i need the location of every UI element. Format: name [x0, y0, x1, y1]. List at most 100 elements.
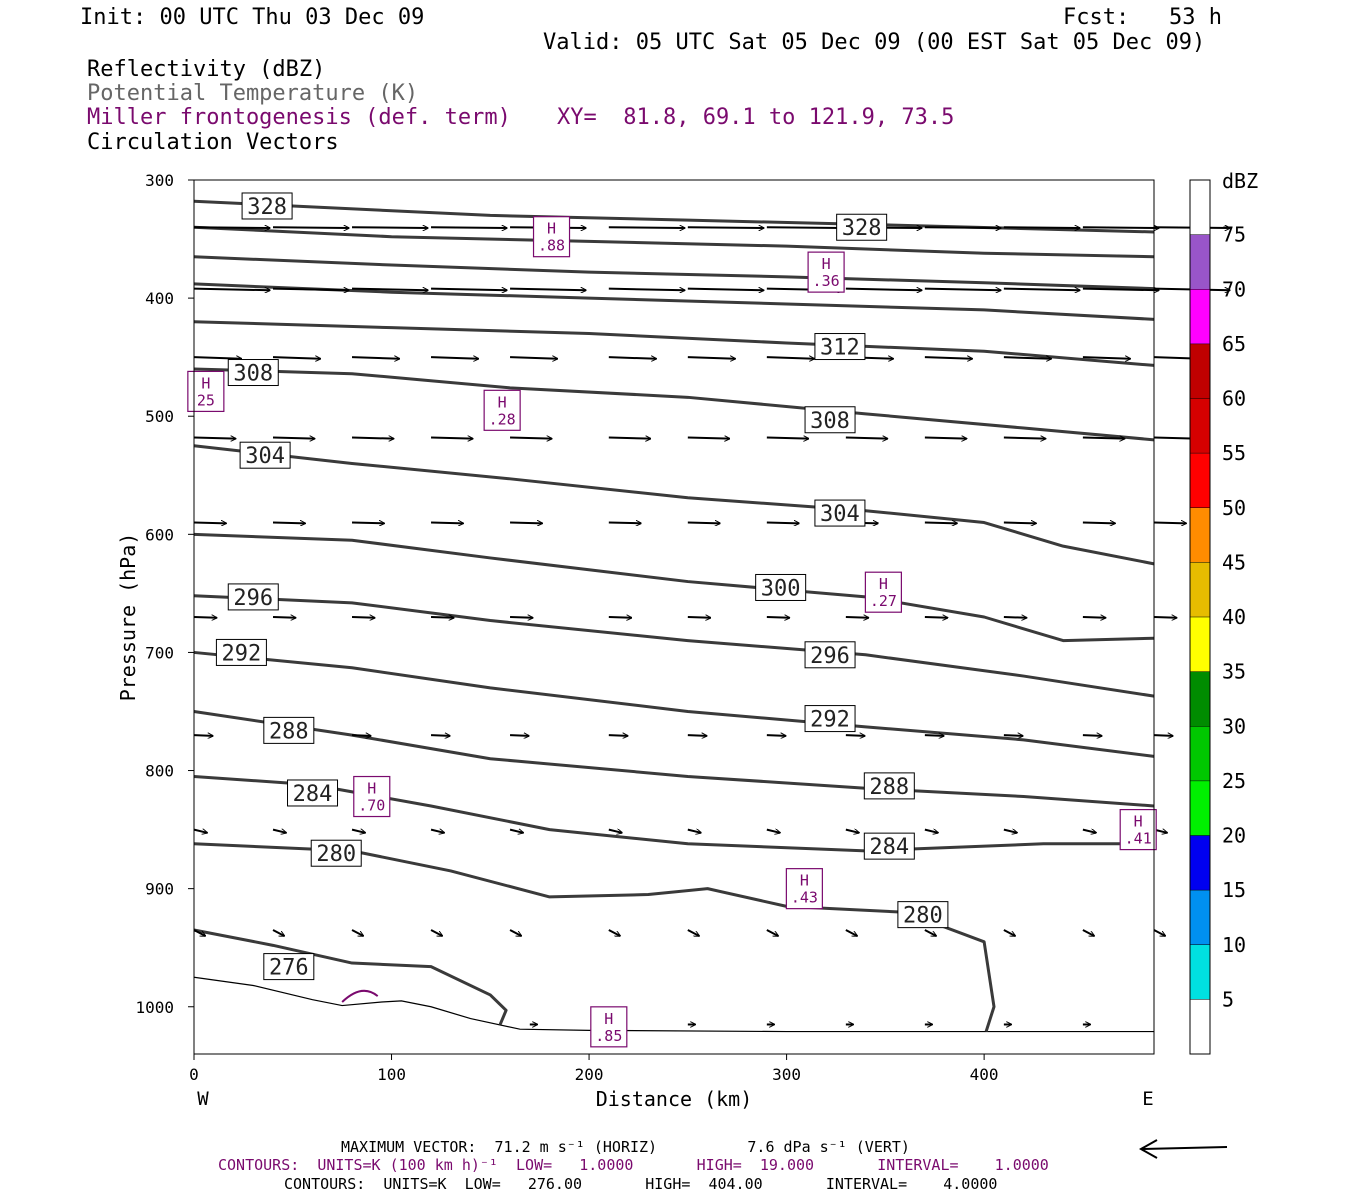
circulation-vector: [510, 357, 558, 359]
fronto-high: H.41: [1119, 808, 1157, 851]
circulation-vector: [1082, 735, 1102, 736]
theta-label-text: 284: [869, 835, 909, 860]
max-vector-note: MAXIMUM VECTOR: 71.2 m s⁻¹ (HORIZ) 7.6 d…: [341, 1138, 910, 1156]
theta-contour-292: [193, 650, 1155, 758]
circulation-vector: [608, 735, 628, 736]
valid-time: Valid: 05 UTC Sat 05 Dec 09 (00 EST Sat …: [543, 30, 1206, 55]
theta-label: 292: [804, 705, 856, 733]
theta-label-box: [804, 705, 856, 733]
circulation-vector: [1082, 929, 1094, 937]
theta-label: 288: [263, 716, 315, 744]
colorbar-level-label: 20: [1222, 824, 1246, 848]
theta-label: 280: [310, 839, 362, 867]
fronto-high: H.70: [353, 775, 391, 818]
theta-contour-320: [193, 255, 1155, 291]
circulation-vector: [687, 437, 730, 438]
colorbar-swatch: [1190, 234, 1210, 290]
theta-label-text: 288: [869, 775, 909, 800]
circulation-vector: [608, 929, 620, 937]
circulation-vector: [1082, 289, 1159, 291]
theta-label-box: [814, 333, 866, 361]
circulation-vector: [608, 830, 622, 833]
circulation-vector: [351, 929, 363, 937]
theta-label: 296: [227, 583, 279, 611]
theta-label-text: 300: [761, 576, 801, 601]
circulation-vector: [351, 357, 400, 359]
theta-label: 312: [814, 333, 866, 361]
colorbar-level-label: 10: [1222, 933, 1246, 957]
theta-label-box: [836, 213, 888, 241]
circulation-vector: [687, 523, 720, 524]
y-tick-label: 300: [145, 171, 174, 190]
theta-label: 280: [897, 901, 949, 929]
circulation-vector: [193, 830, 207, 833]
fronto-high-value: .88: [538, 237, 565, 255]
theta-contour-304: [193, 444, 1155, 566]
fronto-high-box: [590, 1006, 628, 1048]
colorbar-level-label: 5: [1222, 987, 1234, 1011]
circulation-vector: [272, 289, 349, 291]
theta-label: 276: [263, 953, 315, 981]
theta-label: 308: [804, 406, 856, 434]
colorbar-swatch: [1190, 289, 1210, 344]
theta-contour-296: [193, 594, 1155, 698]
circulation-vector: [193, 227, 270, 228]
circulation-vector: [272, 357, 321, 359]
theta-contour-276: [193, 928, 508, 1026]
theta-label-box: [239, 441, 291, 469]
theta-label: 284: [287, 779, 339, 807]
circulation-vector: [1003, 523, 1036, 524]
circulation-vector: [431, 617, 454, 618]
theta-label-box: [227, 583, 279, 611]
circulation-vector: [193, 523, 226, 524]
y-tick-label: 400: [145, 289, 174, 308]
circulation-vector: [1003, 830, 1017, 833]
fronto-high-box: [785, 868, 823, 910]
theta-label-box: [804, 641, 856, 669]
theta-label: 296: [804, 641, 856, 669]
circulation-vector: [510, 617, 533, 618]
fronto-high-box: [532, 216, 571, 258]
colorbar-level-label: 30: [1222, 714, 1246, 738]
theta-label-text: 312: [820, 336, 860, 361]
circulation-vector: [509, 929, 521, 937]
theta-label-box: [863, 772, 915, 800]
circulation-vector: [924, 437, 967, 438]
fronto-high-box: [1119, 808, 1157, 851]
circulation-vector: [1153, 523, 1186, 524]
circulation-vector: [352, 227, 428, 228]
circulation-vector: [1153, 617, 1177, 618]
circulation-vector: [510, 735, 529, 736]
colorbar-swatch: [1190, 180, 1210, 235]
colorbar-level-label: 70: [1222, 277, 1246, 301]
circulation-vector: [273, 227, 349, 228]
theta-label-box: [263, 953, 315, 981]
theta-contours-note: CONTOURS: UNITS=K LOW= 276.00 HIGH= 404.…: [284, 1175, 998, 1193]
x-tick-label: 100: [377, 1065, 406, 1084]
theta-label-box: [863, 832, 915, 860]
fronto-high: H.85: [590, 1006, 628, 1048]
circulation-vector: [687, 357, 736, 359]
circulation-vector: [351, 617, 375, 618]
colorbar-level-label: 15: [1222, 878, 1246, 902]
theta-label-text: 304: [245, 444, 285, 469]
fronto-high-box: [353, 775, 391, 818]
theta-label-box: [755, 573, 807, 601]
colorbar-swatch: [1190, 562, 1210, 617]
fronto-high-letter: H: [547, 220, 556, 238]
circulation-vector: [845, 735, 865, 736]
circulation-vector: [845, 437, 888, 438]
cross-section-endpoints: XY= 81.8, 69.1 to 121.9, 73.5: [557, 105, 955, 130]
theta-label-text: 276: [269, 956, 309, 981]
colorbar-swatch: [1190, 617, 1210, 672]
fronto-high-letter: H: [879, 575, 888, 593]
circulation-vector: [431, 289, 507, 291]
circulation-vector: [272, 929, 284, 937]
theta-label: 292: [215, 638, 267, 666]
circulation-vector: [351, 830, 365, 833]
y-tick-label: 900: [145, 880, 174, 899]
circulation-vector: [351, 437, 394, 438]
colorbar-swatch: [1190, 726, 1210, 781]
y-tick-label: 1000: [135, 998, 174, 1017]
colorbar-level-label: 25: [1222, 769, 1246, 793]
